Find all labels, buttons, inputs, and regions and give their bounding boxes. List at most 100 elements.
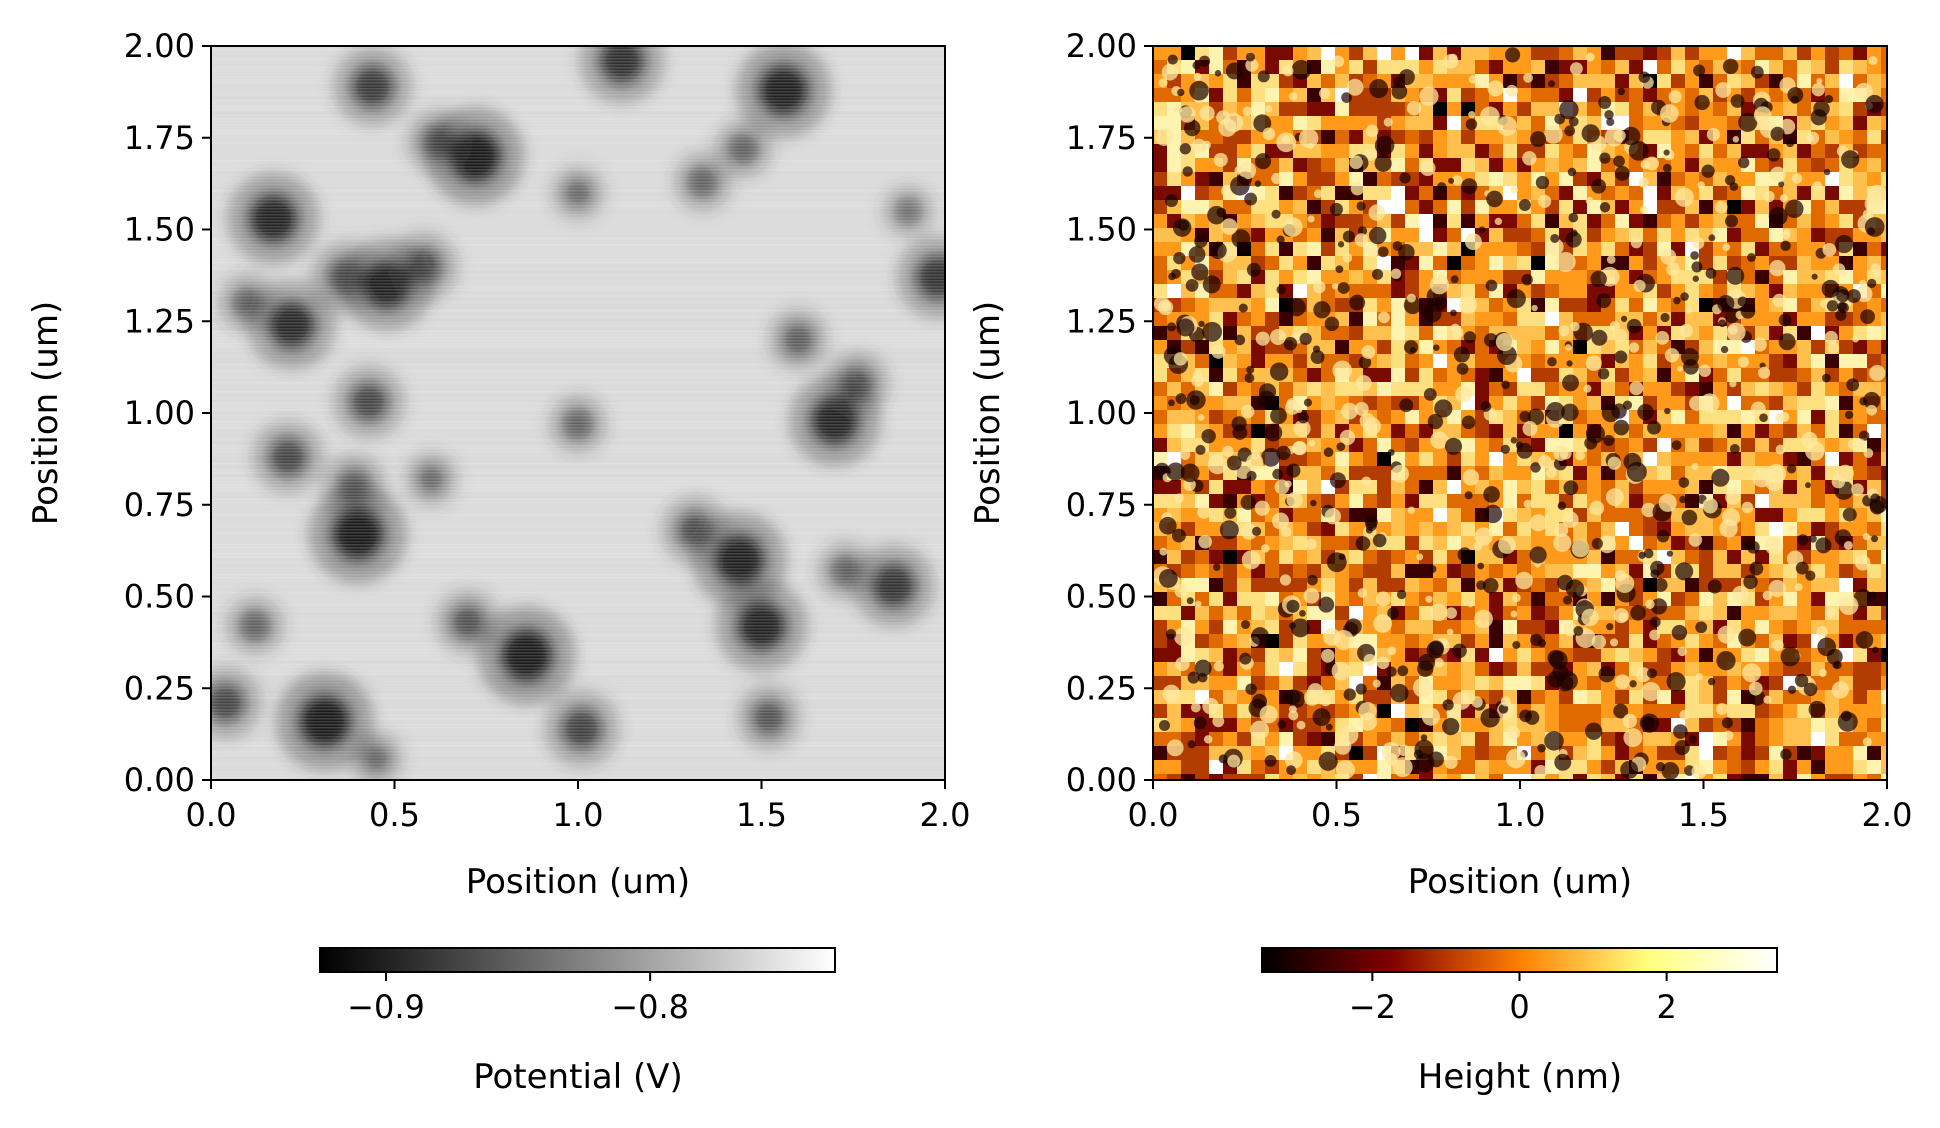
height-grain-cell bbox=[1223, 88, 1237, 102]
height-grain bbox=[1583, 384, 1592, 393]
height-grain-cell bbox=[1405, 368, 1419, 382]
height-grain-cell bbox=[1531, 354, 1545, 368]
height-grain-cell bbox=[1419, 116, 1433, 130]
potential-scan-line bbox=[211, 349, 945, 351]
height-grain-cell bbox=[1559, 144, 1573, 158]
height-grain-cell bbox=[1615, 690, 1629, 704]
height-grain-cell bbox=[1671, 144, 1685, 158]
height-grain-cell bbox=[1349, 466, 1363, 480]
height-grain-cell bbox=[1587, 648, 1601, 662]
height-grain-cell bbox=[1321, 270, 1335, 284]
height-grain-cell bbox=[1391, 116, 1405, 130]
height-grain bbox=[1409, 346, 1416, 353]
height-grain-cell bbox=[1755, 774, 1769, 780]
height-grain-cell bbox=[1503, 480, 1517, 494]
height-grain-cell bbox=[1755, 284, 1769, 298]
height-grain-cell bbox=[1727, 368, 1741, 382]
height-grain-cell bbox=[1405, 536, 1419, 550]
height-grain bbox=[1190, 702, 1201, 713]
height-grain-cell bbox=[1769, 228, 1783, 242]
height-grain bbox=[1356, 201, 1366, 211]
height-grain bbox=[1339, 429, 1356, 446]
height-grain bbox=[1406, 100, 1422, 116]
potential-scan-line bbox=[211, 238, 945, 240]
height-grain-cell bbox=[1713, 46, 1727, 60]
height-grain bbox=[1785, 199, 1804, 219]
height-grain-cell bbox=[1727, 46, 1741, 60]
height-grain-cell bbox=[1293, 242, 1307, 256]
height-grain bbox=[1685, 306, 1693, 314]
height-grain bbox=[1858, 430, 1870, 441]
potential-scan-line bbox=[211, 262, 945, 264]
height-grain bbox=[1218, 754, 1228, 764]
height-grain-cell bbox=[1405, 494, 1419, 508]
height-grain-cell bbox=[1349, 564, 1363, 578]
height-grain-cell bbox=[1489, 172, 1503, 186]
height-grain-cell bbox=[1181, 494, 1195, 508]
height-grain-cell bbox=[1769, 564, 1783, 578]
height-grain-cell bbox=[1573, 774, 1587, 780]
height-grain-cell bbox=[1853, 466, 1867, 480]
height-grain bbox=[1377, 246, 1389, 258]
height-grain-cell bbox=[1881, 172, 1887, 186]
height-grain-cell bbox=[1657, 186, 1671, 200]
height-grain-cell bbox=[1755, 172, 1769, 186]
height-grain-cell bbox=[1629, 508, 1643, 522]
height-grain-cell bbox=[1433, 326, 1447, 340]
height-map-panel: 0.0 0.5 1.0 1.5 2.0 0.000.250.500.751.001.25… bbox=[968, 27, 1912, 902]
height-grain bbox=[1816, 626, 1828, 638]
height-grain-cell bbox=[1559, 690, 1573, 704]
height-grain bbox=[1558, 671, 1578, 691]
potential-scan-line bbox=[211, 607, 945, 609]
height-grain-cell bbox=[1783, 396, 1797, 410]
height-grain-cell bbox=[1153, 746, 1167, 760]
height-grain bbox=[1573, 625, 1584, 636]
height-grain-cell bbox=[1811, 396, 1825, 410]
height-grain bbox=[1269, 362, 1289, 381]
potential-scan-line bbox=[211, 730, 945, 732]
height-grain-cell bbox=[1629, 634, 1643, 648]
height-grain bbox=[1198, 534, 1212, 549]
height-grain-cell bbox=[1601, 522, 1615, 536]
height-grain-cell bbox=[1419, 774, 1433, 780]
height-grain bbox=[1214, 70, 1222, 77]
height-grain bbox=[1778, 333, 1796, 351]
height-grain-cell bbox=[1489, 634, 1503, 648]
height-grain bbox=[1159, 516, 1177, 535]
potential-scan-line bbox=[211, 619, 945, 621]
height-grain bbox=[1721, 508, 1741, 527]
height-grain bbox=[1158, 720, 1170, 732]
height-grain-cell bbox=[1475, 312, 1489, 326]
height-grain-cell bbox=[1839, 74, 1853, 88]
height-grain bbox=[1639, 713, 1660, 733]
height-grain-cell bbox=[1531, 676, 1545, 690]
height-grain bbox=[1630, 605, 1646, 621]
height-grain bbox=[1585, 424, 1606, 444]
height-grain-cell bbox=[1377, 354, 1391, 368]
height-grain-cell bbox=[1643, 774, 1657, 780]
height-grain bbox=[1544, 125, 1563, 144]
height-grain-cell bbox=[1783, 704, 1797, 718]
height-grain bbox=[1197, 413, 1205, 421]
height-grain-cell bbox=[1769, 46, 1783, 60]
height-grain-cell bbox=[1643, 228, 1657, 242]
height-grain-cell bbox=[1335, 340, 1349, 354]
height-grain-cell bbox=[1615, 648, 1629, 662]
height-grain-cell bbox=[1503, 172, 1517, 186]
height-grain-cell bbox=[1601, 760, 1615, 774]
height-grain bbox=[1545, 402, 1565, 422]
height-grain-cell bbox=[1279, 732, 1293, 746]
height-grain-cell bbox=[1783, 284, 1797, 298]
height-grain bbox=[1307, 574, 1318, 586]
height-grain-cell bbox=[1825, 144, 1839, 158]
height-grain-cell bbox=[1559, 284, 1573, 298]
potential-scan-line bbox=[211, 259, 945, 261]
height-colorbar-tick-label: −2 bbox=[1349, 988, 1396, 1026]
height-grain bbox=[1720, 345, 1729, 354]
height-grain-cell bbox=[1475, 186, 1489, 200]
height-grain-cell bbox=[1657, 704, 1671, 718]
height-grain-cell bbox=[1237, 88, 1251, 102]
height-grain bbox=[1635, 667, 1651, 683]
height-grain bbox=[1220, 218, 1238, 235]
height-grain-cell bbox=[1643, 354, 1657, 368]
